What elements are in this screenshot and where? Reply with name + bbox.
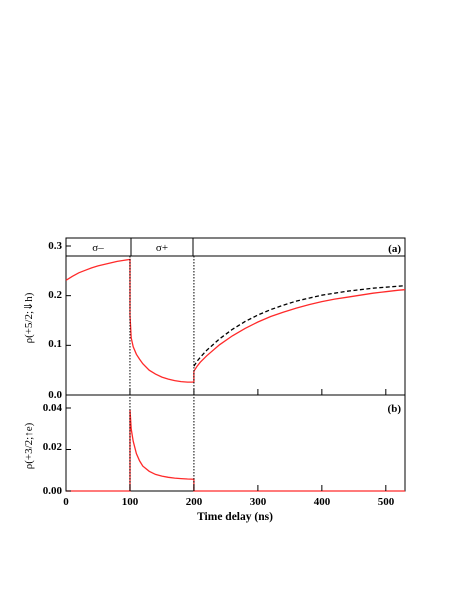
panel-a: σ– σ+ (a) 0.0 0.1 0.2 0.3 ρ(+5/2;⇓h) xyxy=(23,237,406,401)
x-tick-label-500: 500 xyxy=(378,496,395,508)
y-tick-label-b-0: 0.00 xyxy=(43,485,63,497)
pulse-label-sigma-minus: σ– xyxy=(92,242,104,254)
x-tick-label-300: 300 xyxy=(250,496,267,508)
x-tick-label-200: 200 xyxy=(186,496,203,508)
y-axis-label-a: ρ(+5/2;⇓h) xyxy=(23,292,35,343)
panel-label-a: (a) xyxy=(388,243,401,255)
series-line-b-0 xyxy=(66,410,405,492)
panel-b: (b) 0.00 0.02 0.04 ρ(+3/2;↑e) 0 100 200 … xyxy=(23,394,406,523)
y-tick-label-a-0: 0.0 xyxy=(48,389,62,401)
y-tick-label-a-1: 0.1 xyxy=(48,338,62,350)
panel-b-frame xyxy=(65,394,406,492)
pulse-boundary-lines xyxy=(129,256,195,491)
y-tick-label-a-3: 0.3 xyxy=(48,240,62,252)
x-ticks: 0 100 200 300 400 500 xyxy=(63,496,395,508)
y-tick-label-b-1: 0.02 xyxy=(43,441,63,453)
y-tick-label-a-2: 0.2 xyxy=(48,289,62,301)
x-tick-label-100: 100 xyxy=(122,496,139,508)
x-tick-label-0: 0 xyxy=(63,496,69,508)
x-tick-label-400: 400 xyxy=(314,496,331,508)
panel-b-y-ticks: 0.00 0.02 0.04 xyxy=(43,402,63,497)
panel-label-b: (b) xyxy=(388,403,402,415)
y-axis-label-b: ρ(+3/2;↑e) xyxy=(23,422,35,469)
pulse-label-sigma-plus: σ+ xyxy=(156,242,168,254)
y-tick-label-b-2: 0.04 xyxy=(43,402,63,414)
panel-a-marks xyxy=(65,258,406,383)
series-line-a-0 xyxy=(65,258,406,383)
panel-b-marks xyxy=(66,410,405,492)
x-axis-label: Time delay (ns) xyxy=(197,511,273,523)
series-line-a-1 xyxy=(193,285,406,367)
axis-tick-marks xyxy=(65,245,387,492)
panel-a-y-ticks: 0.0 0.1 0.2 0.3 xyxy=(48,240,62,401)
